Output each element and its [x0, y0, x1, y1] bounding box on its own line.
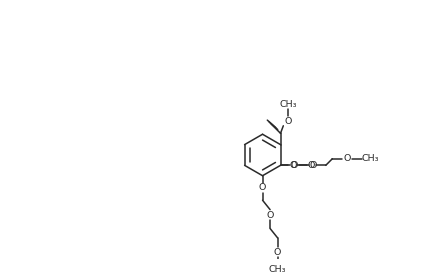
Text: CH₃: CH₃	[361, 154, 379, 163]
Text: O: O	[308, 161, 316, 170]
Text: O: O	[259, 183, 266, 192]
Text: O: O	[344, 154, 351, 163]
Text: O: O	[284, 117, 292, 126]
Text: O: O	[289, 161, 296, 170]
Text: O: O	[274, 248, 281, 257]
Text: O: O	[291, 161, 298, 170]
Text: O: O	[310, 161, 317, 170]
Text: O: O	[267, 211, 274, 220]
Text: CH₃: CH₃	[269, 265, 287, 273]
Text: CH₃: CH₃	[279, 100, 297, 109]
